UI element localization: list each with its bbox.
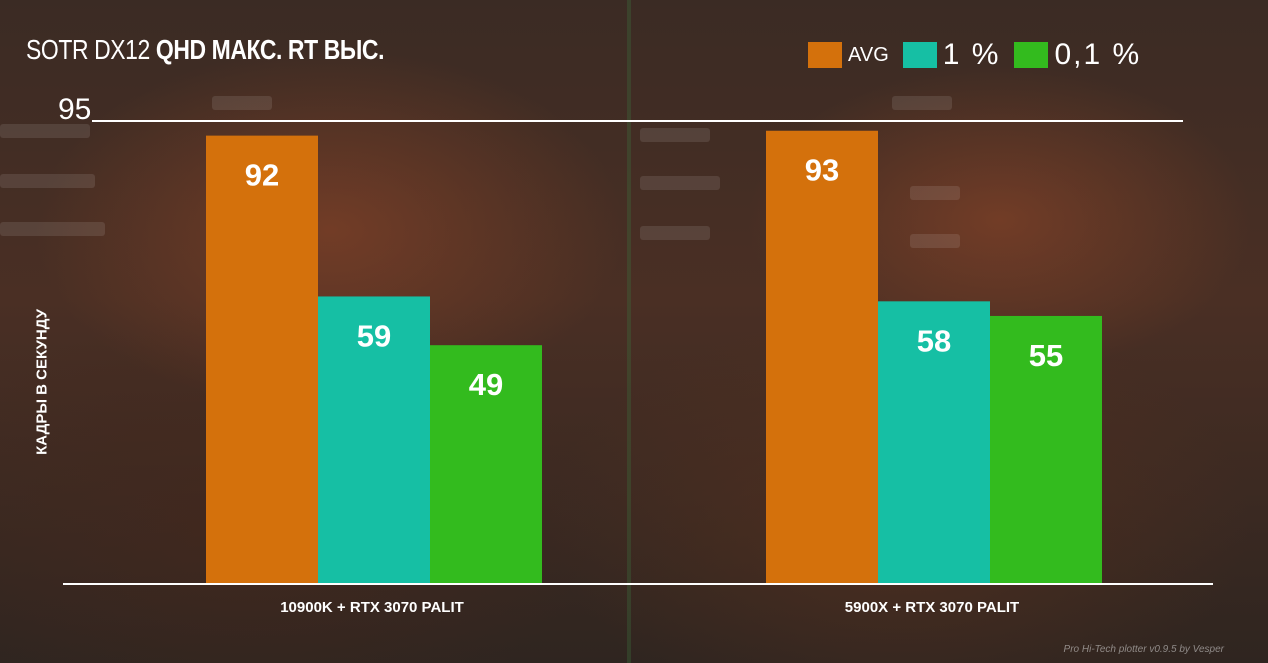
chart-title-bold: QHD МАКС. RT ВЫС.	[155, 34, 385, 65]
chart-title-light: SOTR DX12	[26, 34, 150, 65]
background-divider	[627, 0, 631, 663]
legend-label-1pct: 1 %	[942, 38, 1001, 71]
data-label: 49	[469, 367, 503, 402]
data-label: 59	[357, 318, 391, 353]
background-blur-row	[910, 234, 960, 248]
x-tick-label: 5900X + RTX 3070 PALIT	[845, 599, 1019, 616]
background-blur-row	[892, 96, 952, 110]
data-label: 92	[245, 158, 279, 193]
background-blur-row	[910, 186, 960, 200]
background-blur-row	[0, 222, 105, 236]
background-blur-row	[640, 176, 720, 190]
legend-swatch-01pct	[1014, 42, 1049, 68]
data-label: 93	[805, 153, 839, 188]
background-blur-row	[640, 226, 710, 240]
data-label: 55	[1029, 338, 1063, 373]
legend-swatch-avg	[808, 42, 842, 68]
background-blur-row	[0, 124, 90, 138]
bar-2-avg	[766, 130, 878, 584]
bar-2-p01	[990, 315, 1102, 584]
bar-1-avg	[206, 135, 318, 585]
background-blur-row	[0, 174, 95, 188]
bar-2-p1	[878, 301, 990, 584]
legend-item-01pct: 0,1 %	[1014, 38, 1141, 72]
x-tick-label: 10900K + RTX 3070 PALIT	[280, 599, 464, 616]
background-blur-row	[212, 96, 272, 110]
watermark: Pro Hi-Tech plotter v0.9.5 by Vesper	[1063, 644, 1224, 655]
data-label: 58	[917, 323, 951, 358]
legend: AVG 1 % 0,1 %	[808, 38, 1155, 72]
bar-1-p1	[318, 296, 430, 584]
legend-item-1pct: 1 %	[902, 38, 1001, 72]
bar-1-p01	[430, 345, 542, 584]
background-blur-row	[640, 128, 710, 142]
chart-title: SOTR DX12 QHD МАКС. RT ВЫС.	[26, 34, 384, 66]
legend-label-01pct: 0,1 %	[1054, 38, 1142, 71]
legend-swatch-1pct	[902, 42, 937, 68]
legend-item-avg: AVG	[808, 42, 889, 68]
legend-label-avg: AVG	[848, 43, 889, 66]
y-tick-label: 95	[58, 93, 91, 126]
